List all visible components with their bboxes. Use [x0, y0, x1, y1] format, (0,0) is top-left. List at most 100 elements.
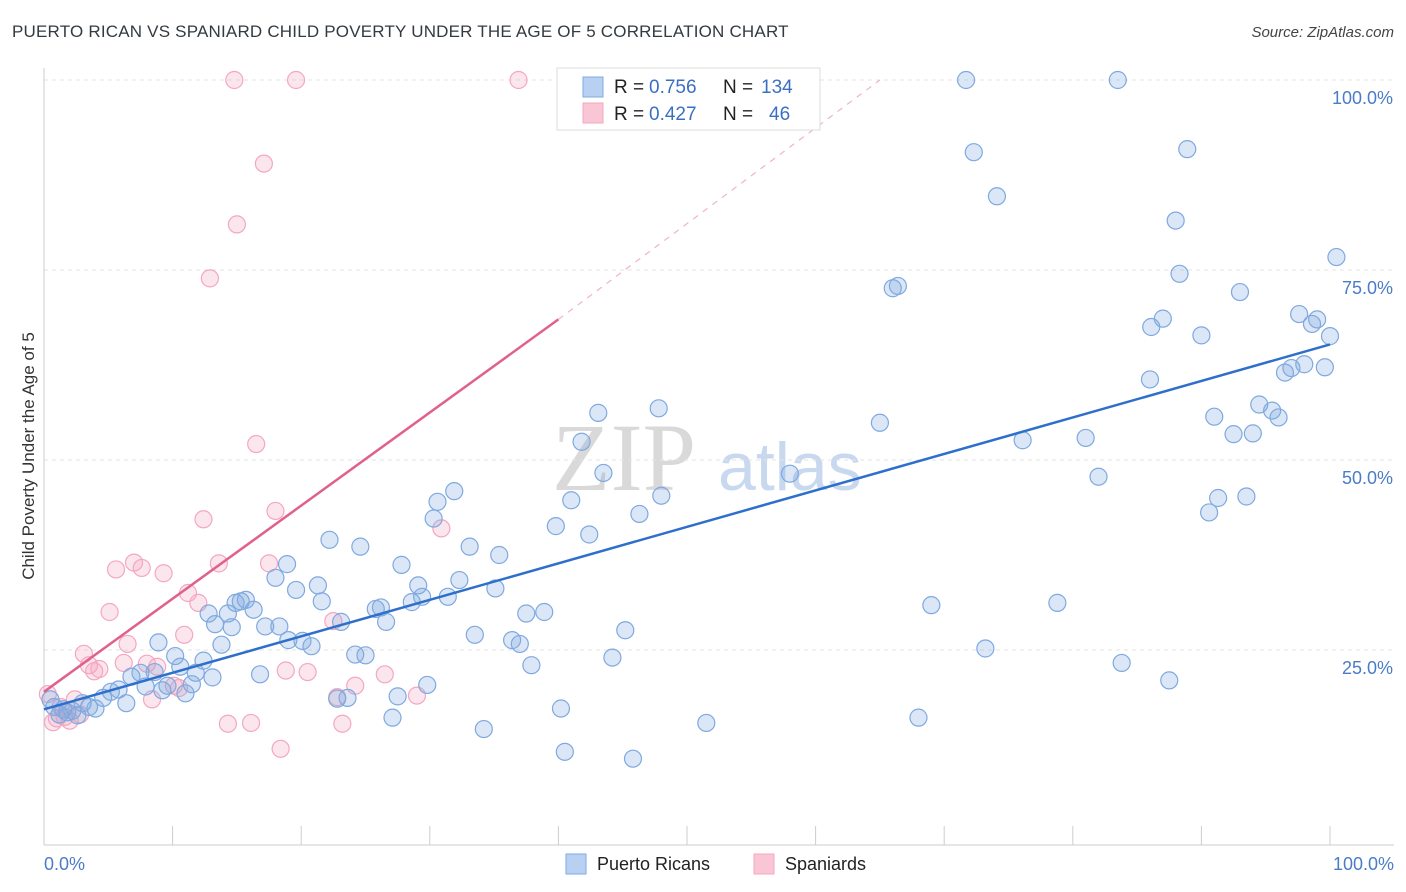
puerto-rican-point-81 [551, 699, 571, 718]
puerto-rican-point-95 [780, 464, 799, 483]
puerto-rican-point-24 [182, 675, 201, 694]
bottom-legend-swatch-puerto-ricans [565, 853, 587, 875]
spaniard-point-27 [194, 510, 213, 529]
puerto-rican-point-36 [244, 600, 263, 619]
spaniard-point-17 [132, 558, 151, 578]
puerto-rican-point-65 [424, 509, 443, 528]
puerto-rican-point-127 [1263, 401, 1282, 420]
puerto-rican-point-104 [987, 187, 1007, 206]
puerto-rican-point-106 [1048, 593, 1067, 612]
legend-r-value-1: 0.756 [649, 77, 697, 98]
bottom-legend-swatch-spaniards [753, 853, 775, 875]
puerto-rican-point-70 [460, 537, 479, 556]
puerto-rican-point-37 [250, 665, 270, 684]
puerto-rican-point-30 [212, 635, 231, 654]
puerto-rican-point-77 [517, 604, 536, 623]
puerto-rican-point-124 [1237, 487, 1256, 506]
puerto-rican-point-113 [1153, 309, 1172, 328]
puerto-rican-point-48 [320, 530, 339, 549]
puerto-rican-point-21 [166, 646, 185, 666]
puerto-rican-point-110 [1112, 653, 1131, 673]
spaniard-point-37 [276, 661, 295, 680]
puerto-rican-point-68 [445, 482, 464, 501]
puerto-ricans-points [41, 70, 1346, 768]
puerto-rican-point-123 [1230, 282, 1250, 302]
puerto-rican-point-94 [697, 713, 716, 733]
spaniard-point-35 [266, 501, 285, 521]
puerto-rican-point-99 [909, 708, 928, 727]
puerto-rican-point-83 [562, 491, 581, 510]
puerto-rican-point-128 [1269, 408, 1288, 427]
puerto-rican-point-107 [1076, 428, 1095, 448]
axes [43, 68, 1394, 846]
puerto-rican-point-84 [572, 432, 591, 451]
puerto-rican-point-76 [510, 634, 529, 654]
spaniard-point-31 [241, 713, 261, 733]
bottom-legend-label-puerto-ricans: Puerto Ricans [597, 854, 710, 874]
puerto-rican-point-80 [546, 517, 565, 536]
legend-r-label-1: R = [614, 77, 644, 98]
puerto-rican-point-64 [418, 675, 437, 695]
puerto-rican-point-41 [277, 555, 297, 574]
series-legend: Puerto Ricans Spaniards [565, 853, 866, 875]
puerto-rican-point-60 [392, 555, 411, 574]
spaniard-point-43 [375, 665, 394, 684]
puerto-rican-point-136 [1320, 327, 1340, 346]
puerto-rican-point-71 [465, 625, 484, 644]
legend-r-value-2: 0.427 [649, 104, 697, 125]
spaniard-point-41 [333, 714, 352, 733]
legend-swatch-puerto-ricans [582, 76, 604, 98]
spaniard-point-36 [271, 739, 290, 758]
puerto-rican-point-118 [1192, 326, 1211, 345]
puerto-rican-point-116 [1170, 264, 1189, 283]
puerto-rican-point-69 [450, 570, 469, 590]
puerto-rican-point-114 [1160, 671, 1179, 690]
puerto-rican-point-40 [270, 617, 289, 636]
puerto-rican-point-35 [236, 590, 256, 609]
spaniard-point-24 [175, 625, 194, 644]
puerto-rican-point-100 [922, 596, 941, 615]
puerto-rican-point-85 [580, 525, 599, 544]
puerto-rican-point-38 [256, 617, 275, 636]
y-tick-label-50: 50.0% [1342, 468, 1393, 488]
stats-legend: R = 0.756 N = 134 R = 0.427 N = 46 [556, 67, 821, 131]
puerto-rican-point-78 [522, 656, 541, 675]
legend-n-value-2: 46 [769, 104, 790, 125]
spaniards-points [38, 70, 528, 758]
puerto-rican-point-131 [1290, 304, 1309, 324]
spaniard-point-15 [118, 634, 137, 654]
puerto-rican-point-82 [555, 742, 574, 761]
puerto-rican-point-74 [490, 545, 509, 565]
puerto-rican-point-93 [652, 486, 671, 505]
chart-source: Source: ZipAtlas.com [1251, 24, 1394, 41]
puerto-rican-point-137 [1327, 247, 1346, 267]
gridlines [44, 79, 1394, 651]
puerto-rican-point-18 [149, 633, 168, 652]
spaniard-point-45 [432, 519, 451, 538]
puerto-rican-point-120 [1205, 407, 1224, 426]
spaniard-point-39 [298, 662, 317, 682]
spaniard-point-46 [509, 70, 528, 90]
puerto-rican-point-135 [1315, 358, 1334, 377]
spaniard-point-13 [106, 560, 126, 579]
puerto-rican-point-101 [956, 70, 976, 90]
puerto-rican-point-79 [535, 602, 554, 622]
spaniard-point-29 [218, 714, 237, 733]
y-axis-label: Child Poverty Under the Age of 5 [19, 332, 38, 580]
spaniard-point-38 [286, 70, 306, 90]
legend-swatch-spaniards [582, 102, 604, 124]
puerto-rican-point-122 [1224, 425, 1243, 444]
y-tick-labels: 25.0% 50.0% 75.0% 100.0% [1332, 88, 1393, 678]
bottom-legend-label-spaniards: Spaniards [785, 854, 866, 874]
puerto-rican-point-90 [623, 749, 643, 768]
puerto-rican-point-91 [630, 504, 649, 524]
x-tick-label-max: 100.0% [1333, 854, 1394, 874]
puerto-rican-point-109 [1108, 70, 1127, 90]
puerto-rican-point-52 [346, 645, 365, 664]
puerto-rican-point-8 [79, 697, 99, 717]
x-ticks [172, 826, 1331, 845]
puerto-rican-point-119 [1200, 503, 1219, 522]
puerto-rican-point-87 [594, 463, 613, 483]
spaniard-point-32 [247, 434, 266, 454]
